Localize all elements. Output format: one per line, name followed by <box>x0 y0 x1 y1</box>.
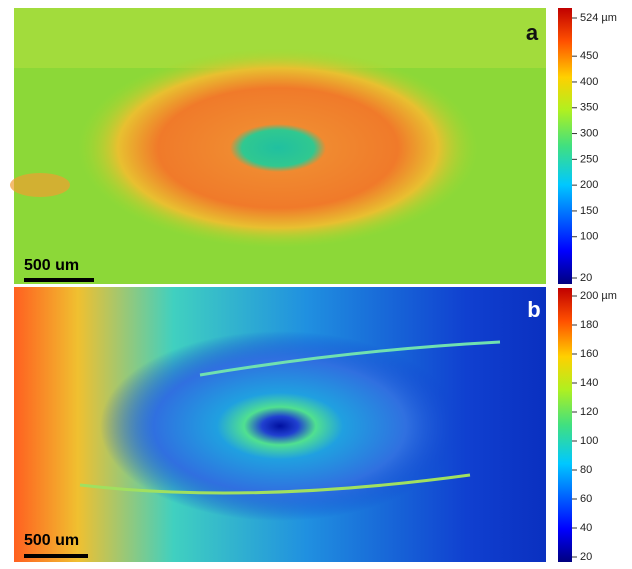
colorbar-tick-label: 350 <box>580 102 598 114</box>
colorbar-tick-label: 150 <box>580 205 598 217</box>
colorbar-tick-label: 140 <box>580 377 598 389</box>
colorbar-tick-label: 60 <box>580 493 592 505</box>
panel-letter: b <box>527 297 540 322</box>
colorbar-tick-label: 200 <box>580 179 598 191</box>
scale-bar-label: 500 um <box>24 257 79 274</box>
colorbar-tick-label: 40 <box>580 522 592 534</box>
panel-letter: a <box>526 20 539 45</box>
colorbar-tick-label: 250 <box>580 153 598 165</box>
colorbar-tick-label: 100 <box>580 231 598 243</box>
colorbar-tick-label: 100 <box>580 435 598 447</box>
heatmap-ring <box>100 331 460 521</box>
colorbar-tick-label: 450 <box>580 50 598 62</box>
colorbar-tick-label: 200 µm <box>580 290 617 302</box>
colorbar-tick-label: 120 <box>580 406 598 418</box>
colorbar-tick-label: 300 <box>580 127 598 139</box>
panel-a: a 500 um <box>10 8 572 284</box>
colorbar-tick-label: 400 <box>580 76 598 88</box>
heatmap-spot <box>10 173 70 197</box>
heatmap-streak <box>79 473 471 495</box>
colorbar-tick-label: 20 <box>580 551 592 563</box>
panel-b: b 500 um <box>14 287 572 562</box>
colorbar-tick-label: 20 <box>580 272 592 284</box>
colorbar-tick-label: 160 <box>580 348 598 360</box>
colorbar-tick-label: 524 µm <box>580 12 617 24</box>
colorbar <box>558 8 572 284</box>
heatmap-streak <box>199 340 501 377</box>
scale-bar-label: 500 um <box>24 532 79 549</box>
colorbar-tick-label: 180 <box>580 319 598 331</box>
colorbar <box>558 288 572 562</box>
colorbar-tick-label: 80 <box>580 464 592 476</box>
heatmap-ring <box>78 48 478 248</box>
